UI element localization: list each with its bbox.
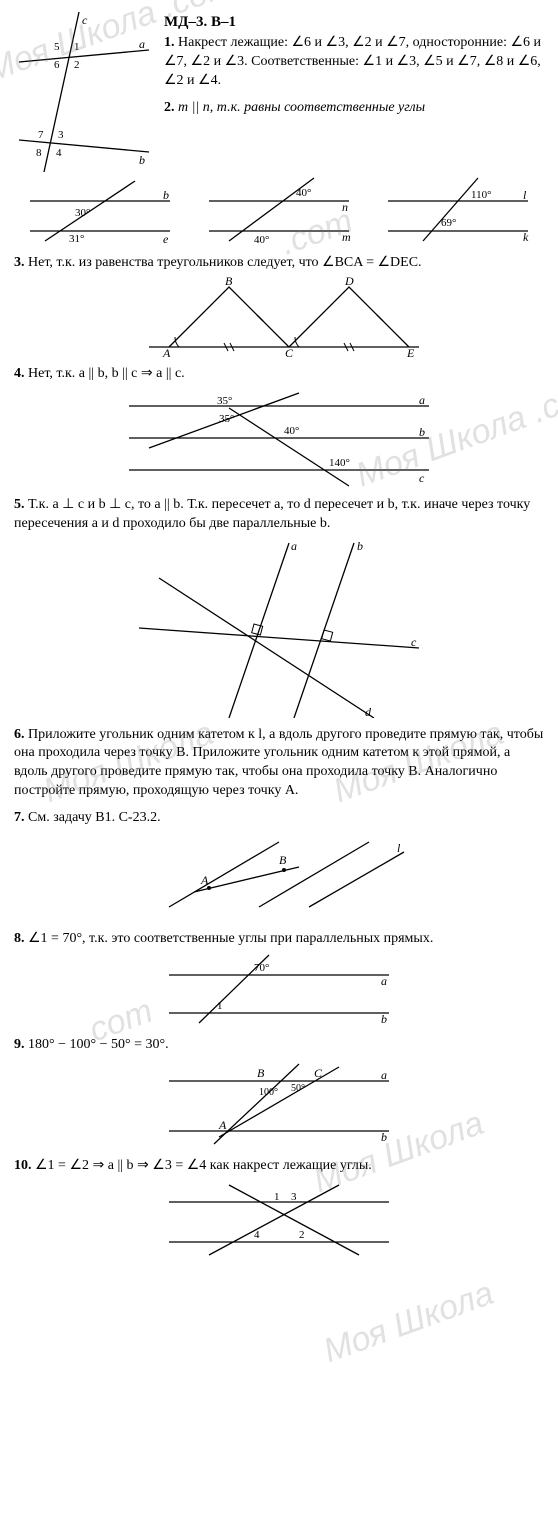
svg-text:8: 8	[36, 147, 42, 159]
svg-text:7: 7	[38, 129, 44, 141]
svg-text:B: B	[225, 277, 233, 288]
svg-text:110°: 110°	[471, 189, 492, 201]
svg-text:70°: 70°	[254, 962, 269, 974]
svg-text:1: 1	[274, 1191, 280, 1203]
svg-text:69°: 69°	[441, 217, 456, 229]
svg-text:5: 5	[54, 41, 60, 53]
svg-text:1: 1	[74, 41, 80, 53]
svg-text:C: C	[314, 1066, 323, 1080]
svg-text:b: b	[139, 153, 145, 167]
svg-text:a: a	[139, 37, 145, 51]
problem-4: 4. Нет, т.к. a || b, b || c ⇒ a || c.	[14, 365, 544, 384]
svg-text:b: b	[357, 539, 363, 553]
svg-text:b: b	[163, 188, 169, 202]
svg-text:m: m	[342, 230, 351, 244]
svg-text:4: 4	[56, 147, 62, 159]
svg-text:40°: 40°	[254, 234, 269, 246]
svg-text:4: 4	[254, 1229, 260, 1241]
svg-text:k: k	[523, 230, 529, 244]
svg-text:l: l	[397, 841, 401, 855]
svg-text:A: A	[162, 346, 171, 357]
figure-1: c a b 5 1 6 2 7 3 8 4	[14, 12, 154, 172]
problem-2: 2. m || n, т.к. равны соответственные уг…	[164, 99, 544, 118]
svg-text:a: a	[381, 1068, 387, 1082]
svg-text:6: 6	[54, 59, 60, 71]
svg-text:B: B	[257, 1066, 265, 1080]
problem-10: 10. ∠1 = ∠2 ⇒ a || b ⇒ ∠3 = ∠4 как накре…	[14, 1157, 544, 1176]
figure-2c: 110° 69° l k	[383, 176, 533, 246]
figure-2-row: 30° 31° b e 40° 40° n m 110° 69° l k	[14, 176, 544, 246]
svg-text:c: c	[419, 471, 425, 485]
figure-10: 1 3 4 2	[14, 1180, 544, 1260]
svg-text:3: 3	[58, 129, 64, 141]
svg-text:n: n	[342, 200, 348, 214]
figure-8: 70° 1 a b	[14, 953, 544, 1028]
svg-text:b: b	[381, 1130, 387, 1144]
svg-text:a: a	[381, 974, 387, 988]
problem-8: 8. ∠1 = 70°, т.к. это соответственные уг…	[14, 930, 544, 949]
svg-text:50°: 50°	[291, 1083, 305, 1094]
svg-text:1: 1	[217, 1000, 223, 1012]
figure-3: A B C D E	[14, 277, 544, 357]
svg-text:30°: 30°	[75, 207, 90, 219]
svg-text:a: a	[419, 393, 425, 407]
svg-text:D: D	[344, 277, 354, 288]
svg-text:A: A	[218, 1118, 227, 1132]
problem-3: 3. Нет, т.к. из равенства треугольников …	[14, 254, 544, 273]
svg-text:c: c	[82, 13, 88, 27]
problem-6: 6. Приложите угольник одним катетом к l,…	[14, 726, 544, 802]
problem-7: 7. См. задачу В1. С-23.2.	[14, 809, 544, 828]
svg-text:b: b	[419, 425, 425, 439]
svg-text:b: b	[381, 1012, 387, 1026]
svg-text:35°: 35°	[217, 395, 232, 407]
svg-text:100°: 100°	[259, 1087, 278, 1098]
svg-text:e: e	[163, 232, 169, 246]
figure-4: 35° 35° 40° 140° a b c	[14, 388, 544, 488]
svg-text:d: d	[365, 705, 372, 718]
svg-text:2: 2	[299, 1229, 305, 1241]
svg-text:35°: 35°	[219, 413, 234, 425]
figure-2a: 30° 31° b e	[25, 176, 175, 246]
svg-text:31°: 31°	[69, 233, 84, 245]
svg-text:40°: 40°	[284, 425, 299, 437]
page-title: МД–3. В–1	[164, 12, 544, 32]
figure-5: a b c d	[14, 538, 544, 718]
svg-text:C: C	[285, 346, 294, 357]
svg-text:B: B	[279, 853, 287, 867]
svg-text:c: c	[411, 635, 417, 649]
svg-text:3: 3	[291, 1191, 297, 1203]
svg-text:l: l	[523, 188, 527, 202]
problem-9: 9. 180° − 100° − 50° = 30°.	[14, 1036, 544, 1055]
figure-9: A B C 100° 50° a b	[14, 1059, 544, 1149]
figure-7: A B l	[14, 832, 544, 922]
problem-5: 5. Т.к. a ⊥ c и b ⊥ c, то a || b. Т.к. п…	[14, 496, 544, 534]
svg-text:a: a	[291, 539, 297, 553]
svg-text:E: E	[406, 346, 415, 357]
svg-text:A: A	[200, 873, 209, 887]
svg-text:2: 2	[74, 59, 80, 71]
watermark: Моя Школа	[318, 1271, 501, 1375]
figure-2b: 40° 40° n m	[204, 176, 354, 246]
svg-text:140°: 140°	[329, 457, 350, 469]
svg-text:40°: 40°	[296, 187, 311, 199]
problem-1: 1. Накрест лежащие: ∠6 и ∠3, ∠2 и ∠7, од…	[164, 34, 544, 91]
